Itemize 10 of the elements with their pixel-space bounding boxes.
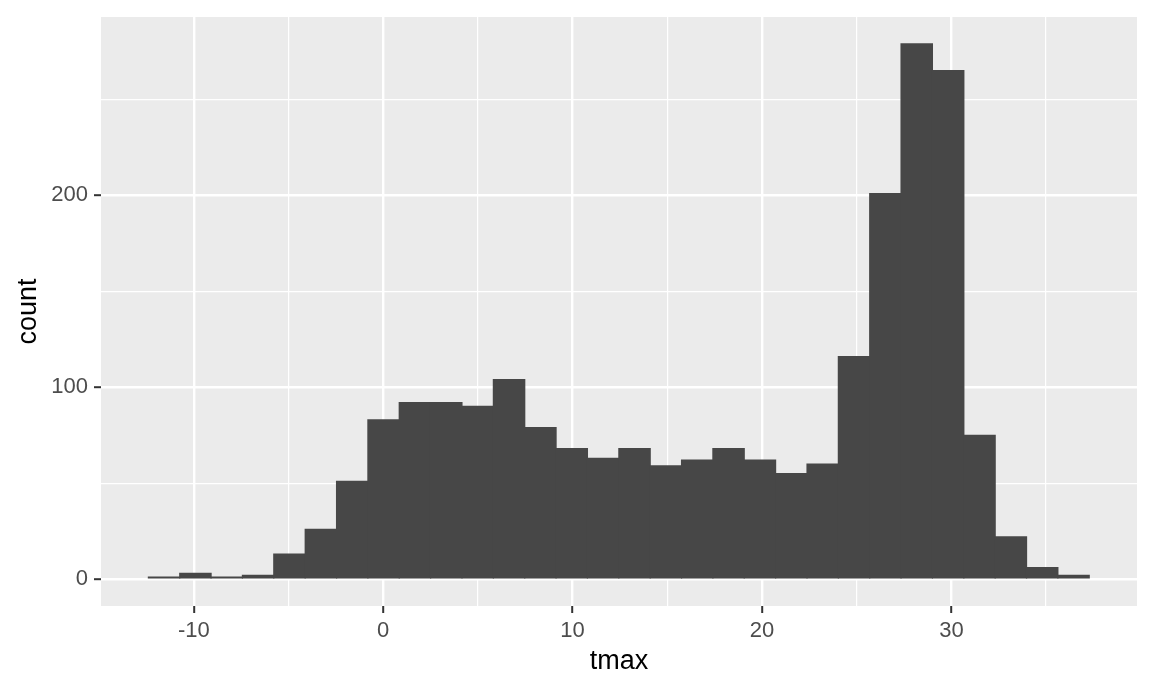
y-tick-label: 200 — [51, 181, 88, 207]
x-tick-label: 30 — [939, 617, 964, 643]
y-tick-label: 100 — [51, 373, 88, 399]
x-tick-label: 10 — [560, 617, 585, 643]
x-axis-title: tmax — [589, 645, 649, 676]
y-tick-label: 0 — [75, 565, 88, 591]
x-tick-label: 0 — [377, 617, 390, 643]
x-tick-label: 20 — [749, 617, 775, 643]
x-tick-label: -10 — [177, 617, 210, 643]
y-axis-title: count — [11, 277, 42, 345]
